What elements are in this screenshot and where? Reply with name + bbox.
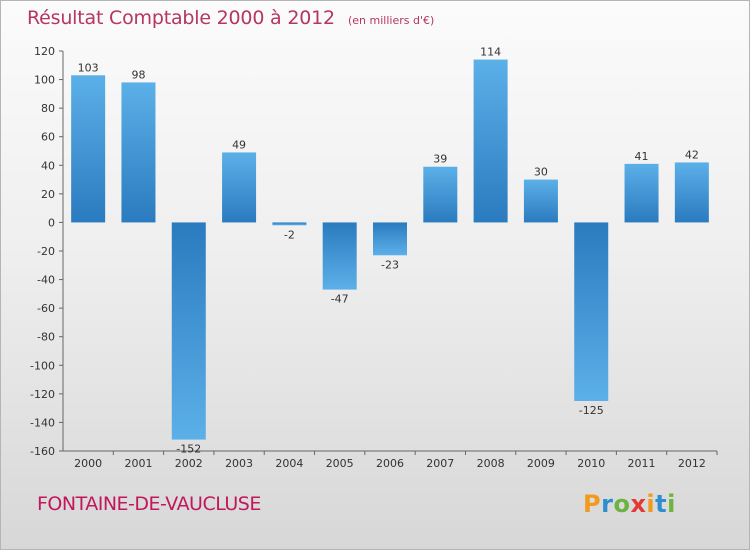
x-axis: 2000 2001 2002 2003 2004 2005 2006 2007 2008 2009…: [63, 450, 718, 470]
data-label-2009: 30: [534, 166, 548, 179]
bar-2000: [71, 75, 106, 223]
bar-2010: [574, 222, 609, 401]
y-tick-label: -60: [37, 302, 55, 315]
x-tick-label: 2010: [577, 457, 605, 470]
bar-2012: [674, 162, 709, 223]
y-tick-label: -40: [37, 274, 55, 287]
x-tick-label: 2011: [628, 457, 656, 470]
bar-2004: [272, 222, 307, 226]
x-tick-label: 2003: [225, 457, 253, 470]
brand-letter: x: [630, 490, 647, 518]
y-tick-label: 80: [41, 102, 55, 115]
data-label-2004: -2: [284, 228, 295, 241]
data-label-2001: 98: [131, 68, 145, 81]
data-label-2007: 39: [433, 153, 447, 166]
bar-2003: [222, 152, 257, 223]
bar-2002: [171, 222, 206, 440]
x-tick-label: 2005: [326, 457, 354, 470]
y-tick-label: 120: [34, 45, 55, 58]
y-tick-label: 20: [41, 188, 55, 201]
bar-2005: [322, 222, 357, 290]
data-label-2008: 114: [480, 46, 501, 59]
chart-title: Résultat Comptable 2000 à 2012: [27, 7, 335, 29]
bars: [71, 59, 709, 440]
bar-2011: [624, 163, 659, 223]
data-label-2011: 41: [635, 150, 649, 163]
data-labels: 103 98 -152 49 -2 -47 -23 39 114 30 -125 41 42: [78, 46, 699, 456]
brand-letter: P: [583, 490, 602, 518]
chart-header: Résultat Comptable 2000 à 2012 (en milli…: [27, 7, 434, 29]
y-tick-label: -140: [30, 416, 55, 429]
data-label-2003: 49: [232, 138, 246, 151]
chart-subtitle: (en milliers d'€): [347, 14, 435, 27]
y-tick-label: -160: [30, 445, 55, 458]
brand-letter: i: [646, 490, 656, 518]
proxiti-logo: Proxiti: [583, 490, 676, 518]
data-label-2005: -47: [331, 293, 349, 306]
x-tick-label: 2007: [426, 457, 454, 470]
bar-2007: [423, 166, 458, 223]
data-label-2010: -125: [579, 404, 604, 417]
data-label-2002: -152: [176, 443, 201, 456]
x-tick-label: 2009: [527, 457, 555, 470]
bar-2006: [373, 222, 407, 256]
bar-2009: [523, 179, 558, 223]
x-tick-label: 2006: [376, 457, 404, 470]
brand-letter: o: [613, 490, 631, 518]
y-tick-label: 100: [34, 74, 55, 87]
x-tick-label: 2000: [74, 457, 102, 470]
y-tick-label: 60: [41, 131, 55, 144]
x-tick-label: 2002: [175, 457, 203, 470]
data-label-2012: 42: [685, 148, 699, 161]
y-tick-label: -100: [30, 359, 55, 372]
y-axis: 120 100 80 60 40 20 0 -20 -40 -60 -80 -100 -120 -140 -…: [30, 45, 64, 458]
bar-2001: [121, 82, 156, 223]
data-label-2000: 103: [78, 61, 99, 74]
x-tick-label: 2008: [477, 457, 505, 470]
y-tick-label: -20: [37, 245, 55, 258]
brand-letter: r: [601, 490, 614, 518]
bar-2008: [473, 59, 508, 223]
y-tick-label: -120: [30, 388, 55, 401]
y-tick-label: 0: [48, 216, 55, 229]
y-tick-label: 40: [41, 159, 55, 172]
commune-name: FONTAINE-DE-VAUCLUSE: [37, 493, 261, 515]
data-label-2006: -23: [381, 258, 399, 271]
brand-letter: t: [655, 490, 668, 518]
brand-letter: i: [667, 490, 676, 518]
x-tick-label: 2004: [275, 457, 303, 470]
x-tick-label: 2001: [124, 457, 152, 470]
y-tick-label: -80: [37, 331, 55, 344]
x-tick-label: 2012: [678, 457, 706, 470]
